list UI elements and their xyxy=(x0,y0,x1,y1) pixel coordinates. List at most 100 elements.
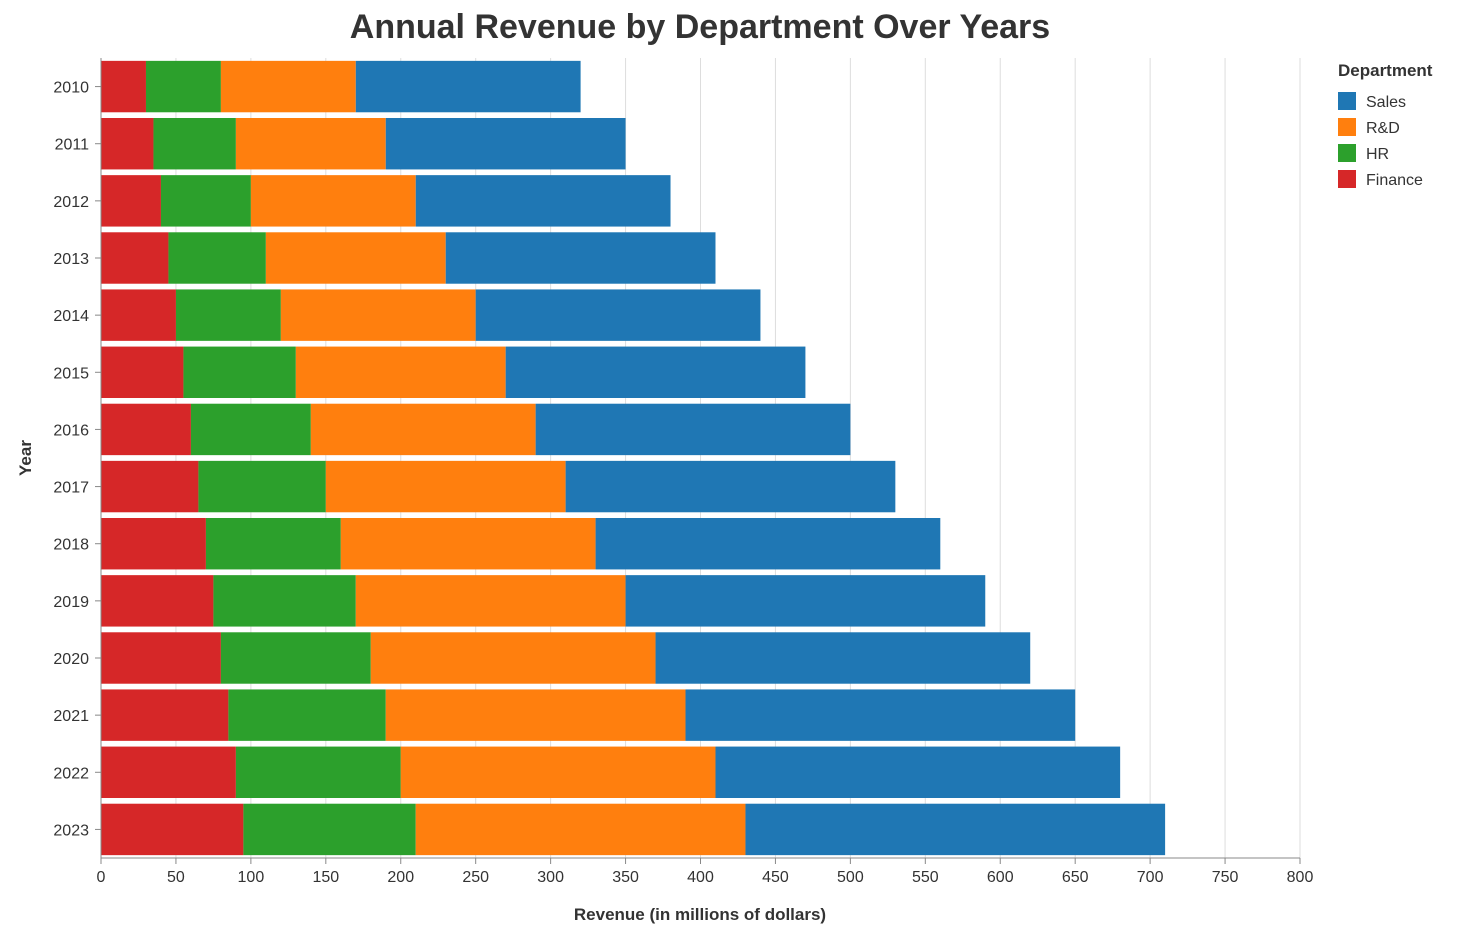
bar-r-d-2011 xyxy=(235,118,386,170)
y-tick-label-2012: 2012 xyxy=(53,194,89,211)
x-tick-label-100: 100 xyxy=(238,869,265,886)
bar-finance-2023 xyxy=(101,803,244,856)
bar-r-d-2013 xyxy=(265,232,446,284)
bar-finance-2011 xyxy=(101,118,154,170)
bar-sales-2017 xyxy=(565,460,896,513)
x-tick-label-0: 0 xyxy=(97,869,106,886)
y-tick-label-2021: 2021 xyxy=(53,708,89,725)
bar-sales-2019 xyxy=(625,575,986,627)
y-axis-title: Year xyxy=(16,440,35,476)
bar-finance-2016 xyxy=(101,403,191,456)
y-tick-label-2010: 2010 xyxy=(53,80,89,97)
x-tick-label-50: 50 xyxy=(167,869,185,886)
y-tick-label-2022: 2022 xyxy=(53,765,89,782)
legend-label-hr: HR xyxy=(1366,146,1389,163)
x-tick-label-700: 700 xyxy=(1137,869,1164,886)
legend-title: Department xyxy=(1338,61,1433,80)
bar-hr-2015 xyxy=(183,346,296,398)
bar-r-d-2010 xyxy=(220,60,356,113)
y-tick-label-2015: 2015 xyxy=(53,365,89,382)
x-tick-label-400: 400 xyxy=(687,869,714,886)
bar-r-d-2018 xyxy=(340,518,596,570)
bar-r-d-2016 xyxy=(310,403,536,456)
bar-hr-2019 xyxy=(213,575,356,627)
legend-swatch-r-d xyxy=(1338,118,1356,136)
bar-hr-2014 xyxy=(175,289,281,341)
bar-finance-2021 xyxy=(101,689,229,741)
x-tick-label-750: 750 xyxy=(1212,869,1239,886)
bar-r-d-2019 xyxy=(355,575,626,627)
legend: Department Sales R&D HR Finance xyxy=(1338,61,1433,189)
y-tick-label-2020: 2020 xyxy=(53,651,89,668)
bar-r-d-2012 xyxy=(250,175,416,227)
y-tick-label-2011: 2011 xyxy=(55,137,90,154)
bar-r-d-2021 xyxy=(385,689,686,741)
bar-hr-2023 xyxy=(243,803,416,856)
x-axis-title: Revenue (in millions of dollars) xyxy=(574,905,826,924)
x-tick-label-600: 600 xyxy=(987,869,1014,886)
legend-label-sales: Sales xyxy=(1366,94,1406,111)
bar-finance-2022 xyxy=(101,746,236,798)
x-tick-label-800: 800 xyxy=(1287,869,1314,886)
x-tick-label-350: 350 xyxy=(612,869,639,886)
legend-swatch-hr xyxy=(1338,144,1356,162)
x-tick-label-150: 150 xyxy=(312,869,339,886)
bar-hr-2018 xyxy=(205,518,341,570)
y-tick-label-2017: 2017 xyxy=(53,480,89,497)
bar-hr-2021 xyxy=(228,689,386,741)
chart-title: Annual Revenue by Department Over Years xyxy=(350,8,1050,46)
bar-r-d-2017 xyxy=(325,460,566,513)
x-tick-label-450: 450 xyxy=(762,869,789,886)
y-tick-label-2023: 2023 xyxy=(53,822,89,839)
bar-sales-2012 xyxy=(415,175,671,227)
bar-hr-2013 xyxy=(168,232,266,284)
bar-hr-2012 xyxy=(160,175,251,227)
bar-sales-2023 xyxy=(745,803,1166,856)
bar-finance-2018 xyxy=(101,518,206,570)
bar-sales-2022 xyxy=(715,746,1121,798)
bar-r-d-2015 xyxy=(295,346,506,398)
bar-finance-2013 xyxy=(101,232,169,284)
bar-r-d-2023 xyxy=(415,803,746,856)
y-axis: 2010 2011 2012 2013 2014 2015 2016 2017 2018 2019… xyxy=(53,58,102,858)
bar-r-d-2020 xyxy=(370,632,656,684)
bar-finance-2010 xyxy=(101,60,146,113)
bar-r-d-2014 xyxy=(280,289,476,341)
x-tick-label-200: 200 xyxy=(387,869,414,886)
bar-sales-2015 xyxy=(505,346,806,398)
x-tick-label-250: 250 xyxy=(462,869,489,886)
y-tick-label-2016: 2016 xyxy=(53,422,89,439)
bars xyxy=(101,60,1166,856)
legend-label-finance: Finance xyxy=(1366,172,1423,189)
bar-finance-2014 xyxy=(101,289,176,341)
bar-hr-2016 xyxy=(190,403,311,456)
bar-sales-2014 xyxy=(475,289,761,341)
x-tick-label-650: 650 xyxy=(1062,869,1089,886)
bar-sales-2016 xyxy=(535,403,851,456)
y-tick-label-2013: 2013 xyxy=(53,251,89,268)
bar-finance-2020 xyxy=(101,632,221,684)
bar-finance-2015 xyxy=(101,346,184,398)
y-tick-label-2018: 2018 xyxy=(53,537,89,554)
bar-finance-2017 xyxy=(101,460,199,513)
x-tick-label-500: 500 xyxy=(837,869,864,886)
bar-r-d-2022 xyxy=(400,746,716,798)
bar-sales-2011 xyxy=(385,118,626,170)
legend-swatch-finance xyxy=(1338,170,1356,188)
bar-sales-2013 xyxy=(445,232,716,284)
x-tick-label-550: 550 xyxy=(912,869,939,886)
bar-hr-2017 xyxy=(198,460,326,513)
bar-sales-2010 xyxy=(355,60,581,113)
legend-label-r-d: R&D xyxy=(1366,120,1400,137)
legend-swatch-sales xyxy=(1338,92,1356,110)
bar-finance-2012 xyxy=(101,175,161,227)
bar-hr-2022 xyxy=(235,746,401,798)
x-tick-label-300: 300 xyxy=(537,869,564,886)
bar-sales-2020 xyxy=(655,632,1031,684)
bar-sales-2018 xyxy=(595,518,941,570)
bar-sales-2021 xyxy=(685,689,1076,741)
y-tick-label-2014: 2014 xyxy=(53,308,89,325)
bar-hr-2011 xyxy=(153,118,236,170)
bar-hr-2020 xyxy=(220,632,371,684)
